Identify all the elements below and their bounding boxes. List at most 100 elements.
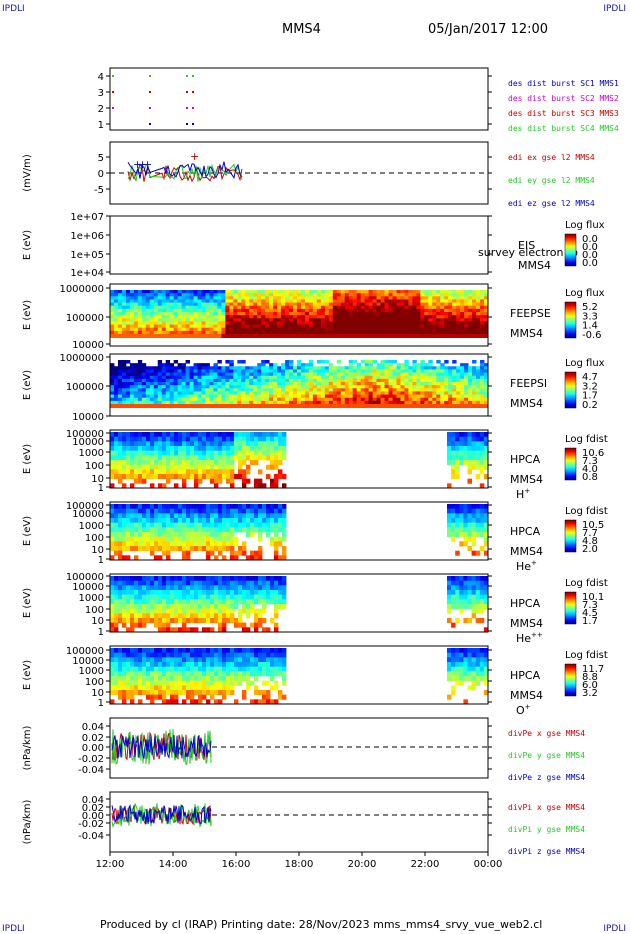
spectrogram-cell	[476, 302, 481, 307]
spectrogram-cell	[460, 330, 465, 335]
spectrogram-cell	[150, 469, 155, 475]
spectrogram-cell	[384, 397, 389, 402]
spectrogram-cell	[278, 536, 283, 542]
spectrogram-cell	[316, 327, 322, 332]
spectrogram-cell	[320, 296, 326, 300]
spectrogram-cell	[368, 330, 374, 335]
spectrogram-cell	[186, 680, 191, 686]
spectrogram-cell	[274, 432, 279, 438]
spectrogram-cell	[436, 315, 441, 319]
spectrogram-cell	[165, 321, 171, 325]
spectrogram-cell	[133, 363, 139, 367]
spectrogram-cell	[162, 455, 167, 461]
spectrogram-cell	[122, 464, 127, 470]
spectrogram-cell	[392, 312, 397, 316]
spectrogram-cell	[277, 372, 282, 377]
spectrogram-cell	[328, 397, 334, 402]
spectrogram-cell	[114, 690, 119, 696]
burst-marker	[112, 107, 114, 109]
spectrogram-cell	[480, 385, 485, 389]
spectrogram-cell	[194, 518, 199, 524]
spectrogram-cell	[202, 657, 207, 663]
spectrogram-cell	[289, 330, 294, 335]
spectrogram-cell	[289, 363, 294, 367]
spectrogram-cell	[238, 671, 243, 677]
spectrogram-cell	[293, 366, 298, 370]
spectrogram-cell	[304, 366, 310, 370]
spectrogram-cell	[114, 652, 119, 658]
spectrogram-cell	[254, 594, 259, 600]
spectrogram-cell	[130, 474, 135, 480]
spectrogram-cell	[356, 299, 362, 303]
spectrogram-cell	[173, 375, 179, 380]
spectrogram-cell	[282, 518, 287, 524]
spectrogram-cell	[158, 652, 163, 658]
spectrogram-cell	[194, 676, 199, 682]
spectrogram-cell	[241, 315, 246, 319]
spectrogram-cell	[293, 330, 298, 335]
spectrogram-cell	[166, 585, 171, 591]
spectrogram-cell	[249, 366, 254, 370]
spectrogram-cell	[185, 315, 190, 319]
spectrogram-cell	[126, 627, 131, 633]
spectrogram-cell	[242, 527, 247, 533]
spectrogram-cell	[293, 372, 298, 377]
spectrogram-cell	[213, 375, 218, 380]
spectrogram-cell	[254, 599, 259, 605]
spectrogram-cell	[217, 330, 222, 335]
spectrogram-cell	[404, 388, 409, 392]
spectrogram-cell	[142, 546, 147, 552]
spectrogram-cell	[297, 315, 302, 319]
spectrogram-cell	[262, 483, 267, 489]
spectrogram-cell	[277, 388, 282, 392]
spectrogram-cell	[157, 382, 163, 386]
spectrogram-cell	[472, 312, 477, 316]
spectrogram-cell	[364, 299, 370, 303]
spectrogram-cell	[253, 382, 258, 386]
spectrogram-cell	[388, 378, 393, 383]
spectrogram-cell	[122, 450, 127, 456]
spectrogram-cell	[170, 508, 175, 514]
spectrogram-cell	[278, 513, 283, 519]
spectrogram-cell	[205, 327, 210, 332]
spectrogram-cell	[114, 662, 119, 668]
spectrogram-cell	[467, 513, 472, 519]
spectrogram-cell	[277, 327, 282, 332]
spectrogram-cell	[166, 518, 171, 524]
spectrogram-cell	[472, 308, 477, 313]
spectrogram-cell	[170, 618, 175, 624]
spectrogram-cell	[190, 504, 195, 510]
spectrogram-cell	[166, 657, 171, 663]
spectrogram-cell	[210, 550, 215, 556]
spectrogram-cell	[182, 446, 187, 452]
spectrogram-cell	[202, 432, 207, 438]
spectrogram-cell	[126, 436, 131, 442]
spectrogram-cell	[262, 436, 267, 442]
spectrogram-cell	[198, 604, 203, 610]
spectrogram-cell	[348, 305, 354, 310]
spectrogram-cell	[110, 671, 115, 677]
spectrogram-cell	[118, 478, 123, 484]
low-energy-band	[344, 404, 350, 408]
spectrogram-cell	[121, 388, 127, 392]
spectrogram-cell	[166, 513, 171, 519]
spectrogram-cell	[185, 302, 190, 307]
spectrogram-cell	[273, 394, 278, 399]
spectrogram-cell	[217, 324, 222, 329]
spectrogram-cell	[460, 308, 465, 313]
spectrogram-cell	[221, 290, 226, 294]
spectrogram-cell	[312, 318, 318, 322]
spectrogram-cell	[141, 305, 147, 310]
spectrogram-cell	[261, 394, 266, 399]
spectrogram-cell	[190, 527, 195, 533]
spectrogram-cell	[320, 315, 326, 319]
spectrogram-cell	[122, 652, 127, 658]
spectrogram-cell	[129, 290, 135, 294]
spectrogram-cell	[312, 394, 318, 399]
spectrogram-cell	[217, 308, 222, 313]
spectrogram-cell	[483, 599, 489, 605]
spectrogram-cell	[233, 324, 238, 329]
spectrogram-cell	[253, 378, 258, 383]
spectrogram-cell	[237, 330, 242, 335]
low-energy-band	[416, 404, 421, 408]
